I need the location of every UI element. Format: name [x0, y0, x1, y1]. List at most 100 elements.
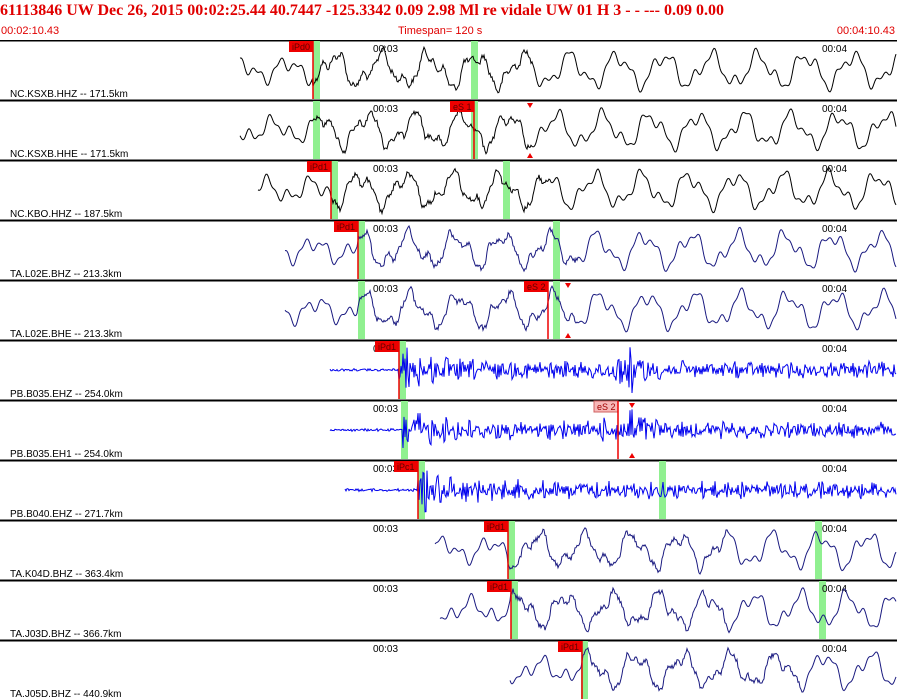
waveform [239, 44, 897, 94]
pick-window [819, 581, 826, 639]
pick-label-box[interactable] [375, 341, 399, 352]
time-tick-label: 00:03 [373, 164, 398, 175]
channel-label: TA.L02E.BHZ -- 213.3km [10, 269, 122, 280]
time-tick-label: 00:04 [822, 164, 847, 175]
pick-window [331, 161, 338, 219]
pick-label: iPd1 [561, 642, 579, 652]
time-tick-label: 00:04 [822, 224, 847, 235]
pick-window [358, 221, 365, 279]
waveform [329, 347, 897, 394]
pick-window [553, 221, 560, 279]
pick-label: eS 2 [597, 402, 616, 412]
start-time: 00:02:10.43 [1, 25, 60, 37]
channel-label: PB.B035.EH1 -- 254.0km [10, 449, 122, 460]
arrival-marker [527, 103, 533, 108]
arrival-marker [565, 333, 571, 338]
channel-label: NC.KBO.HHZ -- 187.5km [10, 209, 122, 220]
pick-label-box[interactable] [558, 641, 582, 652]
channel-label: NC.KSXB.HHZ -- 171.5km [10, 89, 128, 100]
time-tick-label: 00:03 [373, 524, 398, 535]
trace-row[interactable]: 00:03 00:04 eS 2 PB.B035.EH1 -- 254.0km [0, 399, 897, 461]
waveform [344, 470, 897, 513]
time-tick-label: 00:03 [373, 644, 398, 655]
pick-window [508, 521, 515, 579]
time-tick-label: 00:04 [822, 404, 847, 415]
pick-label: iPd1 [310, 162, 328, 172]
waveform [284, 224, 897, 273]
event-title: 61113846 UW Dec 26, 2015 00:02:25.44 40.… [0, 2, 724, 19]
pick-window [553, 281, 560, 339]
time-tick-label: 00:04 [822, 344, 847, 355]
pick-window [471, 41, 478, 99]
pick-label: eS 1 [453, 102, 472, 112]
channel-label: NC.KSXB.HHE -- 171.5km [10, 149, 128, 160]
trace-row[interactable]: 00:03 00:04 iPd1 TA.J03D.BHZ -- 366.7km [0, 579, 897, 641]
trace-row[interactable]: 00:03 00:04 iPd1 TA.J05D.BHZ -- 440.9km [0, 639, 897, 700]
pick-label-box[interactable] [487, 581, 511, 592]
trace-row[interactable]: 00:03 00:04 iPd0 NC.KSXB.HHZ -- 171.5km [0, 40, 897, 101]
pick-window [313, 41, 320, 99]
channel-label: TA.L02E.BHE -- 213.3km [10, 329, 122, 340]
arrival-marker [629, 403, 635, 408]
time-tick-label: 00:04 [822, 44, 847, 55]
pick-label: iPd1 [337, 222, 355, 232]
channel-label: PB.B040.EHZ -- 271.7km [10, 509, 123, 520]
event-header: 61113846 UW Dec 26, 2015 00:02:25.44 40.… [0, 0, 897, 40]
time-tick-label: 00:04 [822, 584, 847, 595]
pick-label: iPd1 [490, 582, 508, 592]
pick-label: iPd1 [378, 342, 396, 352]
trace-row[interactable]: 00:03 00:04 iPd1 TA.K04D.BHZ -- 363.4km [0, 519, 897, 581]
time-tick-label: 00:03 [373, 44, 398, 55]
trace-row[interactable]: 00:03 00:04 iPd1 TA.L02E.BHZ -- 213.3km [0, 219, 897, 281]
pick-window [511, 581, 518, 639]
time-tick-label: 00:03 [373, 284, 398, 295]
time-tick-label: 00:04 [822, 464, 847, 475]
trace-row[interactable]: 00:03 00:04 iPd1 NC.KBO.HHZ -- 187.5km [0, 159, 897, 221]
channel-label: TA.J05D.BHZ -- 440.9km [10, 689, 122, 700]
pick-label-box[interactable] [307, 161, 331, 172]
pick-label-box[interactable] [289, 41, 313, 52]
pick-window [503, 161, 510, 219]
pick-label: eS 2 [527, 282, 546, 292]
pick-label-box[interactable] [524, 281, 548, 292]
waveform [439, 586, 897, 634]
pick-label-box[interactable] [394, 461, 418, 472]
waveform [239, 107, 897, 155]
time-tick-label: 00:04 [822, 284, 847, 295]
pick-label-box[interactable] [484, 521, 508, 532]
waveform [257, 167, 897, 216]
time-tick-label: 00:04 [822, 644, 847, 655]
channel-label: TA.J03D.BHZ -- 366.7km [10, 629, 122, 640]
timespan-label: Timespan= 120 s [398, 25, 483, 37]
arrival-marker [565, 283, 571, 288]
end-time: 00:04:10.43 [836, 25, 895, 37]
pick-label: iPc1 [397, 462, 415, 472]
time-tick-label: 00:03 [373, 464, 398, 475]
time-tick-label: 00:04 [822, 524, 847, 535]
waveform [509, 646, 897, 693]
pick-label: iPd0 [292, 42, 310, 52]
pick-window [313, 101, 320, 159]
waveform [329, 409, 897, 449]
pick-window [358, 281, 365, 339]
trace-row[interactable]: 00:03 00:04 iPc1 PB.B040.EHZ -- 271.7km [0, 459, 897, 521]
time-tick-label: 00:03 [373, 404, 398, 415]
arrival-marker [527, 153, 533, 158]
pick-label: iPd1 [487, 522, 505, 532]
arrival-marker [629, 453, 635, 458]
pick-window [581, 641, 588, 699]
pick-label-box[interactable] [334, 221, 358, 232]
channel-label: TA.K04D.BHZ -- 363.4km [10, 569, 123, 580]
pick-label-box[interactable] [450, 101, 474, 112]
waveform [284, 285, 897, 333]
trace-row[interactable]: 00:03 00:04 eS 2 TA.L02E.BHE -- 213.3km [0, 279, 897, 341]
channel-label: PB.B035.EHZ -- 254.0km [10, 389, 123, 400]
time-tick-label: 00:03 [373, 224, 398, 235]
trace-row[interactable]: 00:03 00:04 eS 1 NC.KSXB.HHE -- 171.5km [0, 99, 897, 161]
time-tick-label: 00:04 [822, 104, 847, 115]
waveform [434, 527, 897, 575]
pick-window [815, 521, 822, 579]
time-tick-label: 00:03 [373, 584, 398, 595]
